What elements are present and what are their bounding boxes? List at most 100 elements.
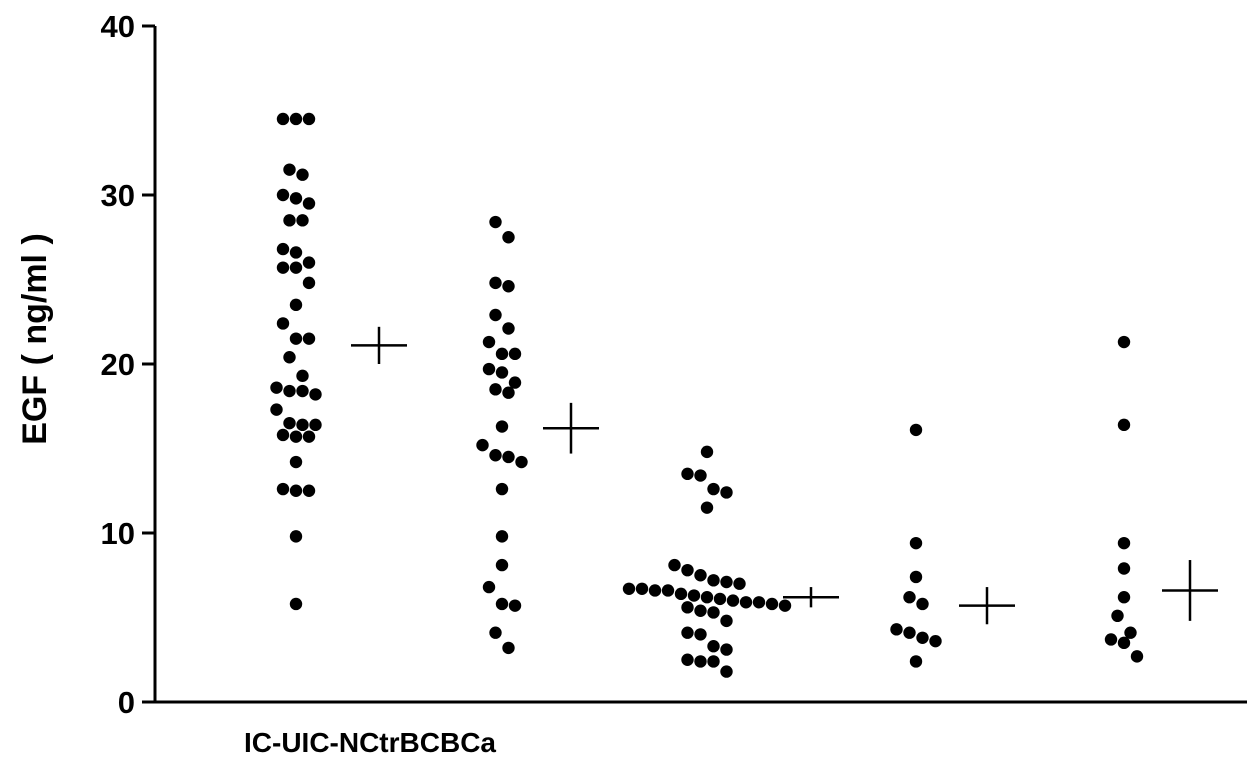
data-point <box>302 256 316 269</box>
data-point <box>648 584 662 597</box>
data-point <box>276 317 290 330</box>
data-point <box>661 584 675 597</box>
axes <box>153 26 1247 704</box>
data-point <box>1117 418 1131 432</box>
data-point <box>765 597 779 611</box>
data-point <box>508 347 522 361</box>
data-point <box>289 597 303 611</box>
data-point <box>276 242 290 256</box>
data-point <box>700 591 714 604</box>
data-point <box>929 634 942 648</box>
data-point <box>270 403 283 416</box>
data-point <box>289 298 303 312</box>
y-axis-title: EGF ( ng/ml ) <box>16 233 54 445</box>
data-point <box>903 591 916 604</box>
data-point <box>681 653 694 666</box>
data-point <box>283 384 296 398</box>
data-point <box>296 168 309 181</box>
data-point <box>778 599 792 612</box>
data-point <box>1104 633 1118 646</box>
data-point <box>289 192 303 205</box>
data-point <box>733 577 746 590</box>
data-point <box>909 570 923 584</box>
data-point <box>508 599 522 612</box>
mean-markers <box>351 326 1218 625</box>
data-point <box>502 450 515 464</box>
data-point <box>283 351 296 364</box>
data-point <box>1117 562 1131 575</box>
data-point <box>1124 626 1137 639</box>
data-point <box>296 418 309 432</box>
data-point <box>276 428 290 442</box>
data-point <box>674 587 688 601</box>
data-point <box>495 558 509 572</box>
data-point <box>1117 335 1131 349</box>
data-point <box>916 631 929 644</box>
data-point <box>296 384 309 398</box>
data-point <box>283 416 296 430</box>
data-point <box>707 574 720 587</box>
data-point <box>694 628 707 641</box>
data-points <box>270 112 1144 678</box>
data-point <box>687 589 701 602</box>
data-point <box>720 643 733 656</box>
data-point <box>502 280 515 293</box>
data-point <box>302 197 316 210</box>
data-point <box>681 563 694 577</box>
data-point <box>482 580 496 594</box>
data-point <box>289 530 303 543</box>
y-tick-label: 20 <box>101 347 135 382</box>
data-point <box>289 261 303 274</box>
data-point <box>489 383 502 396</box>
data-point <box>495 597 509 611</box>
data-point <box>289 484 303 497</box>
data-point <box>1117 636 1131 650</box>
data-point <box>502 386 515 399</box>
data-point <box>1117 591 1131 604</box>
data-point <box>909 536 923 550</box>
y-tick-label: 0 <box>118 685 135 720</box>
data-point <box>270 381 283 394</box>
data-point <box>309 418 322 432</box>
data-point <box>276 482 290 496</box>
data-point <box>296 214 309 227</box>
y-ticks: 0 10 20 30 40 <box>101 9 155 720</box>
data-point <box>694 655 707 668</box>
data-point <box>707 655 720 668</box>
data-point <box>482 362 496 376</box>
data-point <box>489 449 502 462</box>
data-point <box>720 575 733 589</box>
x-category-labels: IC-UIC-NCtrBCBCa <box>244 727 496 758</box>
data-point <box>681 626 694 639</box>
data-point <box>903 626 916 639</box>
data-point <box>502 322 515 335</box>
data-point <box>482 335 496 349</box>
data-point <box>495 347 509 361</box>
data-point <box>681 601 694 614</box>
data-point <box>720 665 733 678</box>
data-point <box>495 420 509 433</box>
data-point <box>700 501 714 514</box>
data-point <box>694 569 707 582</box>
data-point <box>302 276 316 290</box>
data-point <box>502 641 515 655</box>
data-point <box>668 558 681 572</box>
data-point <box>289 332 303 345</box>
data-point <box>720 614 733 628</box>
data-point <box>713 592 727 606</box>
data-point <box>739 596 753 609</box>
data-point <box>502 231 515 244</box>
data-point <box>489 626 502 639</box>
data-point <box>495 366 509 379</box>
data-point <box>890 623 903 636</box>
data-point <box>1111 609 1124 623</box>
data-point <box>726 594 740 607</box>
data-point <box>622 582 636 595</box>
data-point <box>296 369 309 383</box>
data-point <box>1117 536 1131 550</box>
data-point <box>302 430 316 443</box>
data-point <box>916 597 929 611</box>
data-point <box>681 467 694 481</box>
data-point <box>909 655 923 668</box>
